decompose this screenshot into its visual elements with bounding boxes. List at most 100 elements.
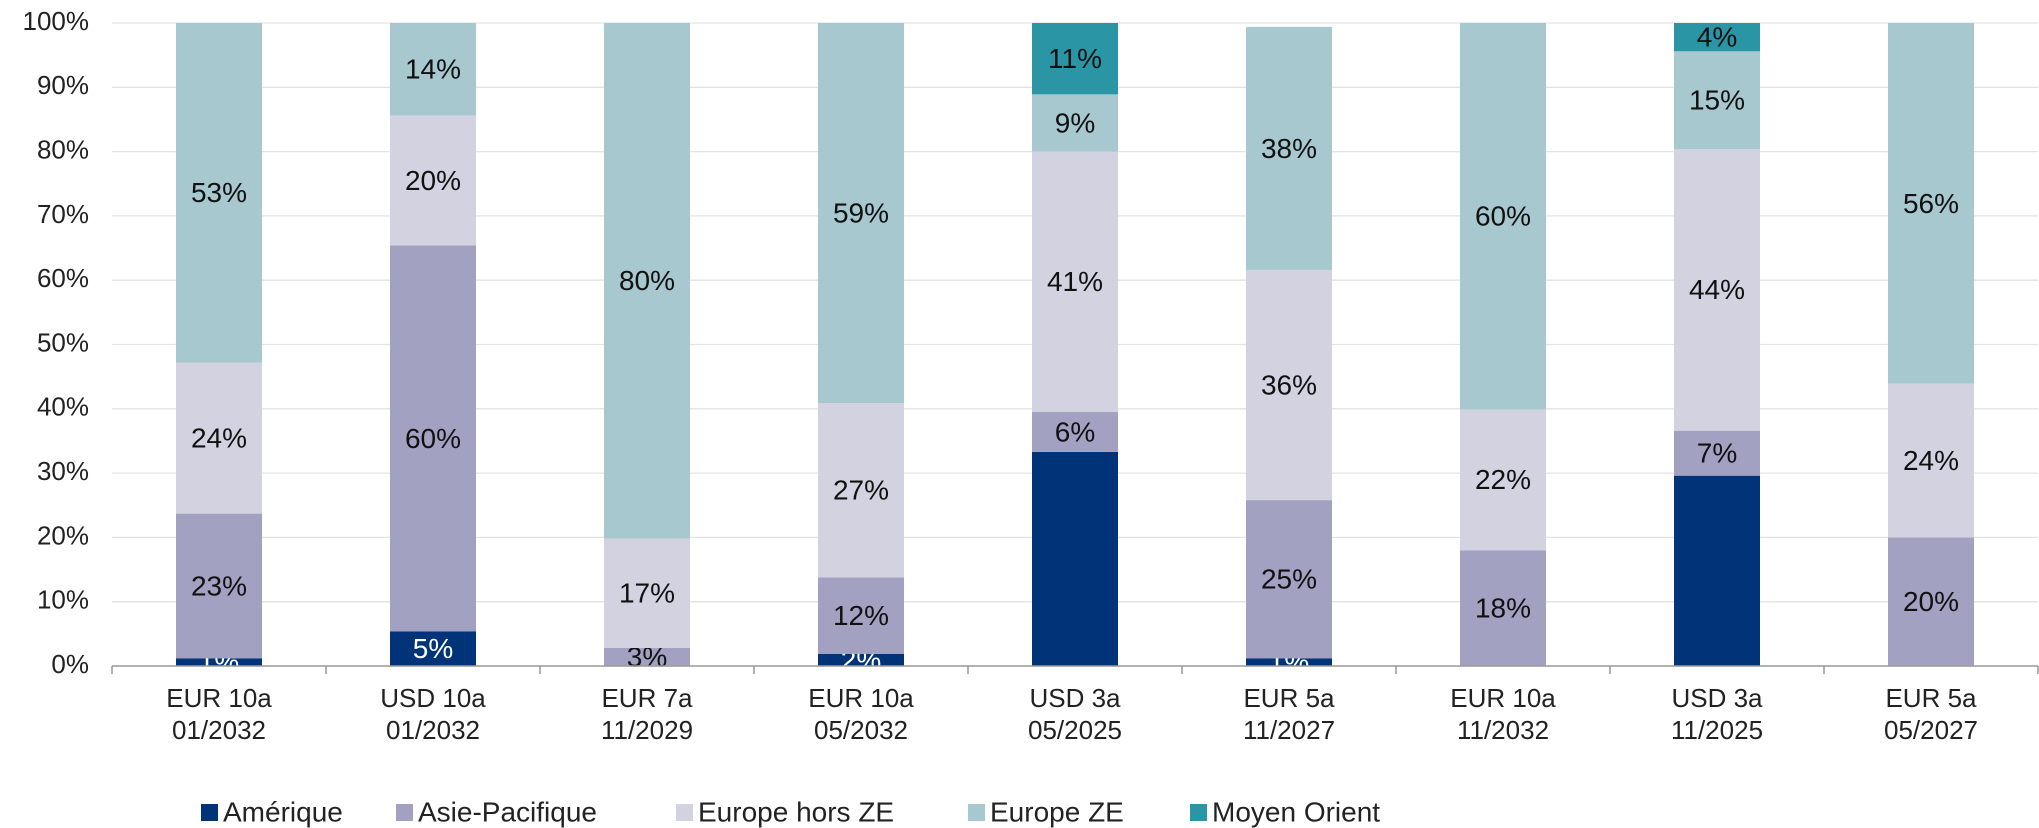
bar-segment — [818, 577, 904, 654]
x-tick-label: EUR 5a 05/2027 — [1884, 683, 1978, 745]
y-tick-label: 20% — [37, 520, 89, 550]
bar-segment — [176, 362, 262, 514]
x-tick-label: EUR 10a 05/2032 — [808, 683, 914, 745]
data-label: 9% — [1055, 107, 1095, 138]
data-label: 59% — [833, 197, 889, 228]
y-tick-label: 60% — [37, 263, 89, 293]
bar-segment — [1888, 383, 1974, 538]
bar-segment — [818, 23, 904, 404]
bar-segment — [1888, 537, 1974, 666]
data-label: 27% — [833, 475, 889, 506]
data-label: 18% — [1475, 593, 1531, 624]
bar-segment — [390, 23, 476, 116]
bar-segment — [604, 23, 690, 539]
data-label: 6% — [1055, 416, 1095, 447]
bar-segment — [1032, 151, 1118, 413]
x-tick-label-line: 01/2032 — [172, 715, 266, 745]
data-label: 5% — [413, 633, 453, 664]
x-tick-label-line: 11/2029 — [601, 715, 693, 745]
bar-segment — [390, 631, 476, 666]
bar-segment — [1246, 500, 1332, 659]
x-tick-label: EUR 10a 01/2032 — [166, 683, 272, 745]
y-tick-label: 10% — [37, 585, 89, 615]
bar-segment — [1032, 23, 1118, 95]
bar-segment — [1032, 451, 1118, 666]
bar-segment — [1888, 23, 1974, 384]
bar-segment — [1674, 23, 1760, 52]
x-tick-label-line: 01/2032 — [386, 715, 480, 745]
x-tick-label: EUR 5a 11/2027 — [1243, 683, 1335, 745]
bar-segment — [176, 513, 262, 659]
bar-segment — [1460, 550, 1546, 666]
data-label: 23% — [191, 570, 247, 601]
legend-label: Europe ZE — [990, 796, 1124, 827]
data-label: 24% — [1903, 445, 1959, 476]
x-tick-label-line: 05/2027 — [1884, 715, 1978, 745]
bar-segment — [1674, 430, 1760, 476]
y-tick-label: 70% — [37, 199, 89, 229]
legend-label: Europe hors ZE — [698, 796, 894, 827]
y-tick-label: 0% — [51, 649, 89, 679]
bar-segment — [390, 115, 476, 246]
bar-segment — [818, 653, 904, 666]
legend-label: Moyen Orient — [1212, 796, 1380, 827]
data-label: 80% — [619, 265, 675, 296]
x-tick-label-line: USD 3a — [1671, 683, 1763, 713]
data-label: 41% — [1047, 266, 1103, 297]
data-label: 44% — [1689, 274, 1745, 305]
bar-segment — [1674, 51, 1760, 150]
bar-segment — [604, 538, 690, 648]
data-label: 25% — [1261, 564, 1317, 595]
legend-swatch — [201, 804, 218, 821]
legend-label: Asie-Pacifique — [418, 796, 597, 827]
bar-segment — [1246, 26, 1332, 270]
x-tick-label-line: EUR 7a — [601, 683, 693, 713]
data-label: 53% — [191, 177, 247, 208]
legend-swatch — [396, 804, 413, 821]
data-label: 4% — [1697, 22, 1737, 53]
bar-segment — [390, 245, 476, 632]
y-tick-label: 80% — [37, 134, 89, 164]
x-tick-label-line: 11/2025 — [1671, 715, 1763, 745]
x-tick-label: EUR 7a 11/2029 — [601, 683, 693, 745]
data-label: 14% — [405, 54, 461, 85]
legend-swatch — [676, 804, 693, 821]
legend-swatch — [968, 804, 985, 821]
data-label: 56% — [1903, 188, 1959, 219]
data-label: 20% — [405, 165, 461, 196]
data-label: 38% — [1261, 133, 1317, 164]
data-label: 17% — [619, 578, 675, 609]
data-label: 12% — [833, 600, 889, 631]
legend-swatch — [1190, 804, 1207, 821]
data-label: 60% — [405, 423, 461, 454]
y-tick-label: 30% — [37, 456, 89, 486]
bar-segment — [1460, 409, 1546, 551]
x-tick-label-line: EUR 10a — [166, 683, 272, 713]
y-tick-label: 90% — [37, 70, 89, 100]
bar-segment — [1460, 23, 1546, 410]
x-tick-label-line: USD 10a — [380, 683, 486, 713]
bar-segment — [1674, 149, 1760, 431]
bar-segment — [1674, 475, 1760, 666]
bar-segment — [1032, 412, 1118, 452]
bar-segment — [176, 23, 262, 363]
legend-label: Amérique — [223, 796, 343, 827]
data-label: 36% — [1261, 369, 1317, 400]
y-tick-label: 100% — [23, 6, 90, 36]
bar-segment — [604, 647, 690, 666]
data-label: 24% — [191, 422, 247, 453]
x-tick-label-line: EUR 10a — [1450, 683, 1556, 713]
data-label: 60% — [1475, 201, 1531, 232]
x-tick-label: USD 10a 01/2032 — [380, 683, 486, 745]
bar-segment — [1246, 658, 1332, 666]
x-tick-label-line: 05/2032 — [814, 715, 908, 745]
bar-segment — [1246, 269, 1332, 501]
bar-segment — [1032, 94, 1118, 152]
data-label: 20% — [1903, 586, 1959, 617]
x-tick-label-line: USD 3a — [1029, 683, 1121, 713]
x-tick-label-line: EUR 5a — [1243, 683, 1335, 713]
x-tick-label: USD 3a 05/2025 — [1028, 683, 1122, 745]
x-tick-label-line: 11/2032 — [1457, 715, 1549, 745]
